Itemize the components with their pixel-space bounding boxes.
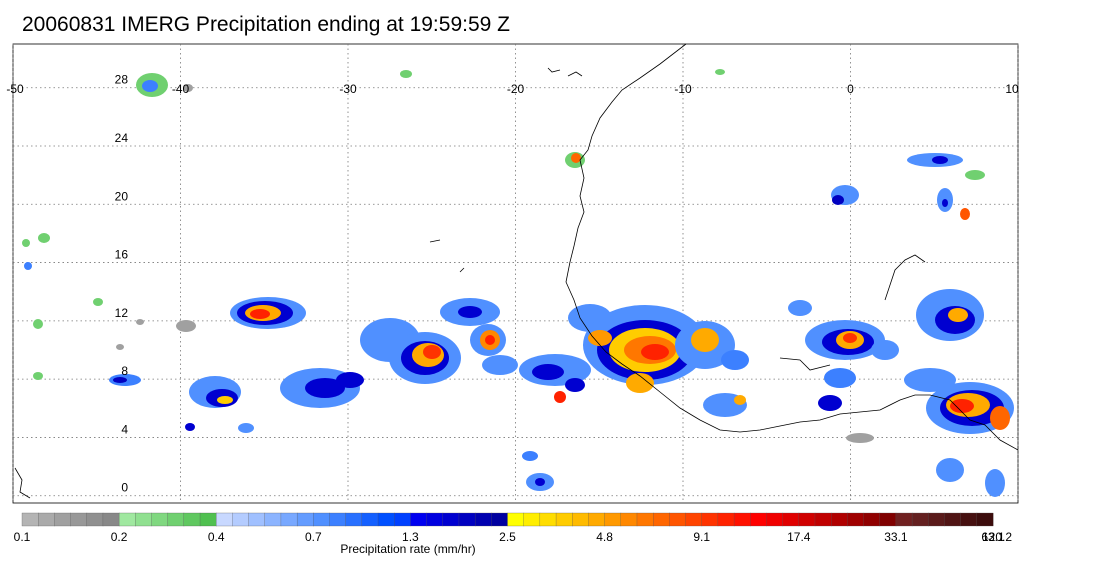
colorbar-tick-label: 2.5 bbox=[499, 530, 516, 544]
colorbar-swatch bbox=[329, 512, 347, 527]
longitude-tick-label: -40 bbox=[172, 82, 190, 96]
latitude-tick-label: 0 bbox=[121, 481, 128, 495]
latitude-tick-label: 4 bbox=[121, 422, 128, 436]
colorbar-tick-label: 33.1 bbox=[884, 530, 908, 544]
colorbar-swatch bbox=[523, 512, 541, 527]
colorbar-tick-label: 0.1 bbox=[14, 530, 31, 544]
colorbar-swatch bbox=[296, 512, 314, 527]
colorbar-swatch bbox=[248, 512, 266, 527]
latitude-tick-label: 24 bbox=[115, 131, 129, 145]
light-rain-cells bbox=[22, 69, 1005, 497]
colorbar-tick-label: 63.1 bbox=[981, 530, 1005, 544]
colorbar-swatch bbox=[426, 512, 444, 527]
latitude-tick-label: 8 bbox=[121, 364, 128, 378]
colorbar-swatch bbox=[879, 512, 897, 527]
colorbar-swatch bbox=[135, 512, 152, 527]
colorbar-swatch bbox=[54, 512, 71, 527]
colorbar-swatch bbox=[976, 512, 994, 527]
colorbar-swatch bbox=[264, 512, 282, 527]
colorbar-swatch bbox=[216, 512, 233, 527]
map-title: 20060831 IMERG Precipitation ending at 1… bbox=[22, 13, 510, 36]
colorbar-swatch bbox=[232, 512, 250, 527]
colorbar-swatch bbox=[572, 512, 589, 527]
colorbar-swatch bbox=[863, 512, 881, 527]
colorbar-tick-label: 17.4 bbox=[787, 530, 811, 544]
colorbar-swatch bbox=[70, 512, 88, 527]
colorbar-swatch bbox=[733, 512, 751, 527]
latitude-tick-label: 12 bbox=[115, 306, 129, 320]
colorbar-swatch bbox=[361, 512, 379, 527]
colorbar-swatch bbox=[782, 512, 800, 527]
coastline bbox=[14, 43, 1019, 499]
colorbar-swatch bbox=[102, 512, 120, 527]
colorbar-swatch bbox=[377, 512, 395, 527]
colorbar-swatch bbox=[507, 512, 525, 527]
colorbar-swatch bbox=[847, 512, 864, 527]
colorbar-swatch bbox=[814, 512, 832, 527]
colorbar-swatch bbox=[750, 512, 767, 527]
colorbar-swatch bbox=[539, 512, 557, 527]
colorbar-swatch bbox=[474, 512, 492, 527]
colorbar-tick-label: 120.2 bbox=[982, 530, 1012, 544]
colorbar-swatch bbox=[394, 512, 411, 527]
colorbar-swatch bbox=[717, 512, 735, 527]
colorbar-swatch bbox=[798, 512, 816, 527]
colorbar-swatch bbox=[151, 512, 169, 527]
convective-band bbox=[109, 289, 1014, 434]
colorbar bbox=[21, 512, 994, 527]
precipitation-cells bbox=[22, 69, 1014, 497]
colorbar-swatch bbox=[960, 512, 978, 527]
colorbar-swatch bbox=[118, 512, 136, 527]
colorbar-swatch bbox=[895, 512, 913, 527]
colorbar-swatch bbox=[653, 512, 670, 527]
colorbar-tick-label: 0.2 bbox=[111, 530, 128, 544]
colorbar-swatch bbox=[588, 512, 606, 527]
longitude-tick-label: -50 bbox=[6, 82, 24, 96]
colorbar-swatch bbox=[766, 512, 784, 527]
colorbar-swatch bbox=[183, 512, 201, 527]
longitude-tick-label: -10 bbox=[674, 82, 692, 96]
colorbar-swatch bbox=[345, 512, 363, 527]
colorbar-swatch bbox=[442, 512, 460, 527]
longitude-tick-label: -30 bbox=[339, 82, 357, 96]
colorbar-swatch bbox=[620, 512, 638, 527]
colorbar-swatch bbox=[21, 512, 39, 527]
colorbar-swatch bbox=[491, 512, 508, 527]
colorbar-swatch bbox=[86, 512, 104, 527]
latitude-labels: 28 24 20 16 12 8 4 0 bbox=[115, 73, 129, 495]
colorbar-swatch bbox=[685, 512, 703, 527]
colorbar-tick-label: 4.8 bbox=[596, 530, 613, 544]
colorbar-swatch bbox=[167, 512, 185, 527]
colorbar-swatch bbox=[410, 512, 428, 527]
longitude-tick-label: -20 bbox=[507, 82, 525, 96]
colorbar-swatch bbox=[944, 512, 962, 527]
colorbar-swatch bbox=[701, 512, 719, 527]
colorbar-swatch bbox=[280, 512, 298, 527]
colorbar-tick-label: 0.7 bbox=[305, 530, 322, 544]
colorbar-tick-labels: 0.1 0.2 0.4 0.7 1.3 2.5 4.8 9.1 17.4 33.1 63.1120.… bbox=[14, 530, 1013, 544]
colorbar-swatch bbox=[831, 512, 848, 527]
colorbar-tick-label: 0.4 bbox=[208, 530, 225, 544]
colorbar-swatch bbox=[38, 512, 55, 527]
colorbar-swatch bbox=[636, 512, 654, 527]
colorbar-swatch bbox=[928, 512, 945, 527]
latitude-tick-label: 16 bbox=[115, 248, 129, 262]
latitude-tick-label: 20 bbox=[115, 189, 129, 203]
colorbar-tick-label: 9.1 bbox=[693, 530, 710, 544]
colorbar-swatch bbox=[313, 512, 330, 527]
colorbar-swatch bbox=[458, 512, 476, 527]
colorbar-swatch bbox=[911, 512, 929, 527]
longitude-labels: -50 -40 -30 -20 -10 0 10 bbox=[6, 82, 1019, 96]
longitude-tick-label: 0 bbox=[847, 82, 854, 96]
latitude-tick-label: 28 bbox=[115, 73, 129, 87]
colorbar-label: Precipitation rate (mm/hr) bbox=[340, 542, 475, 556]
colorbar-swatch bbox=[604, 512, 622, 527]
colorbar-swatch bbox=[555, 512, 573, 527]
colorbar-swatch bbox=[199, 512, 217, 527]
longitude-tick-label: 10 bbox=[1005, 82, 1019, 96]
colorbar-tick-label: 1.3 bbox=[402, 530, 419, 544]
colorbar-swatch bbox=[669, 512, 686, 527]
